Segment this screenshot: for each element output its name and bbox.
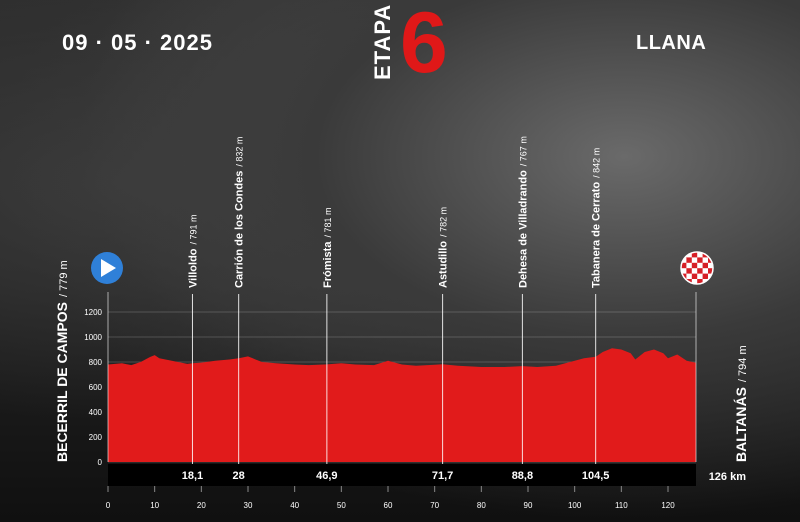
x-tick-label: 20 [197,501,206,510]
waypoint-label: Dehesa de Villadrando / 767 m [517,136,529,288]
y-tick-label: 1000 [84,333,102,342]
waypoint-name: Astudillo [438,241,450,288]
km-label: 46,9 [316,470,337,482]
waypoint-altitude: / 767 m [518,136,528,166]
x-tick-label: 0 [106,501,111,510]
flag-ring [680,251,714,285]
waypoint-altitude: / 782 m [439,207,449,237]
x-tick-label: 30 [244,501,253,510]
icons [91,251,714,285]
flag-check [686,257,692,263]
waypoint-altitude: / 791 m [188,214,198,244]
waypoint-name: Carrión de los Condes [234,171,246,288]
waypoint-label: Villoldo / 791 m [187,214,199,288]
flag-check [697,268,703,274]
flag-check [702,262,708,269]
waypoint-lines [191,294,597,464]
y-tick-label: 600 [89,383,103,392]
x-tick-labels: 0 10 20 30 40 50 60 70 80 90 100 110 120 [106,486,675,510]
finish-label: BALTANÁS / 794 m [733,345,749,462]
x-tick-label: 70 [430,501,439,510]
flag-check [681,262,687,269]
flag-check [697,279,703,284]
y-tick-label: 0 [98,458,103,467]
x-tick-label: 120 [661,501,675,510]
start-label-altitude: / 779 m [58,260,70,297]
flag-check [691,252,698,258]
flag-check [686,268,692,274]
waypoint-label: Carrión de los Condes / 832 m [234,137,246,288]
start-label: BECERRIL DE CAMPOS / 779 m [54,260,70,462]
x-tick-label: 10 [150,501,159,510]
y-tick-label: 200 [89,433,103,442]
finish-label-name: BALTANÁS [733,387,749,462]
x-tick-label: 80 [477,501,486,510]
km-label: 88,8 [512,470,533,482]
finish-km-label: 126 km [709,471,747,483]
waypoint-name: Dehesa de Villadrando [517,170,529,288]
x-tick-label: 50 [337,501,346,510]
x-tick-label: 110 [615,501,628,510]
stage-number: 6 [400,0,448,91]
play-icon-triangle [101,259,116,277]
waypoint-label: Tabanera de Cerrato / 842 m [591,148,603,288]
waypoint-label: Frómista / 781 m [322,208,334,288]
waypoint-name: Tabanera de Cerrato [591,182,603,288]
place-labels: Villoldo / 791 m Carrión de los Condes / 83… [54,136,749,462]
waypoint-altitude: / 832 m [235,137,245,167]
flag-check [697,257,703,263]
x-tick-label: 100 [568,501,582,510]
y-tick-label: 400 [89,408,103,417]
km-label: 18,1 [182,470,203,482]
x-tick-label: 90 [524,501,533,510]
km-label: 104,5 [582,470,610,482]
km-label: 28 [233,470,245,482]
waypoint-name: Villoldo [187,248,199,288]
y-tick-label: 1200 [84,308,102,317]
profile-layer [107,292,697,462]
flag-check [708,268,713,274]
waypoint-name: Frómista [322,241,334,288]
finish-label-altitude: / 794 m [737,345,749,382]
km-bar: 18,1 28 46,9 71,7 88,8 104,5 126 km [108,464,746,486]
y-tick-label: 800 [89,358,103,367]
x-tick-label: 40 [290,501,299,510]
start-label-name: BECERRIL DE CAMPOS [54,302,70,462]
stage-type: LLANA [636,32,707,54]
stage-date: 09 · 05 · 2025 [62,30,213,55]
waypoint-altitude: / 842 m [592,148,602,178]
elevation-area [108,348,696,462]
km-bar-background [108,464,696,486]
flag-check [702,273,708,279]
flag-check [691,262,698,269]
play-icon [91,252,123,284]
waypoint-label: Astudillo / 782 m [438,207,450,288]
y-tick-labels: 0 200 400 600 800 1000 1200 [84,308,102,467]
flag-check [691,273,698,279]
x-tick-label: 60 [384,501,393,510]
waypoint-altitude: / 781 m [323,208,333,238]
km-label: 71,7 [432,470,453,482]
checkered-flag-icon [680,251,714,285]
